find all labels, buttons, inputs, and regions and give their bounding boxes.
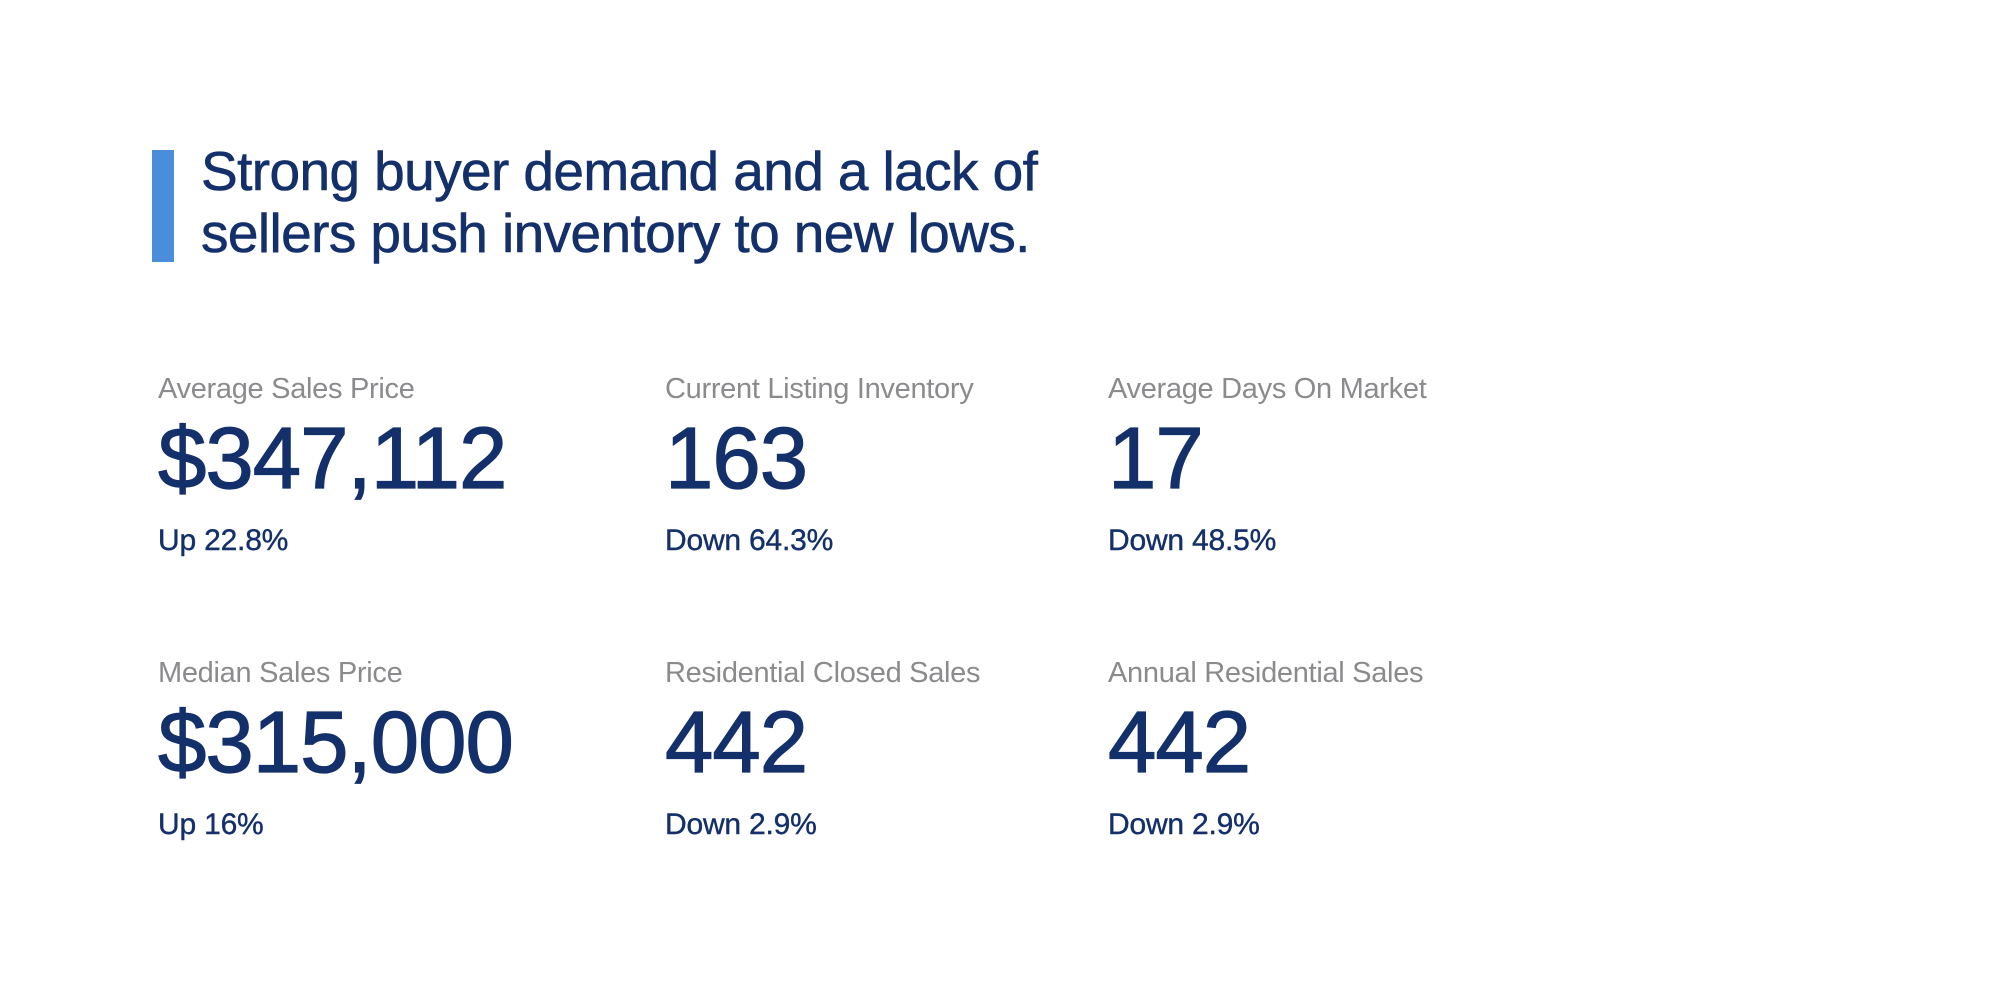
stat-label: Residential Closed Sales <box>665 657 981 689</box>
stat-change: Down 48.5% <box>1108 524 1277 557</box>
stat-change: Down 2.9% <box>1108 808 1260 841</box>
stat-label: Average Sales Price <box>158 373 415 405</box>
stat-card-annual-residential-sales: Annual Residential Sales 442 Down 2.9% <box>1107 657 1808 842</box>
headline-line-1: Strong buyer demand and a lack of <box>201 140 1039 203</box>
stat-card-average-days-on-market: Average Days On Market 17 Down 48.5% <box>1107 373 1808 558</box>
stat-value: 442 <box>1107 694 1251 791</box>
stat-card-median-sales-price: Median Sales Price $315,000 Up 16% <box>157 657 665 842</box>
stat-change: Up 16% <box>158 808 264 841</box>
stat-change: Down 2.9% <box>665 808 817 841</box>
stat-card-residential-closed-sales: Residential Closed Sales 442 Down 2.9% <box>664 657 1108 842</box>
headline-line-2: sellers push inventory to new lows. <box>201 202 1031 265</box>
stat-card-current-listing-inventory: Current Listing Inventory 163 Down 64.3% <box>664 373 1108 558</box>
accent-bar <box>152 150 174 262</box>
stat-value: 17 <box>1107 410 1204 507</box>
stat-change: Up 22.8% <box>158 524 289 557</box>
stat-value: $347,112 <box>157 410 508 507</box>
headline-block: Strong buyer demand and a lack of seller… <box>152 140 1039 265</box>
stat-label: Average Days On Market <box>1108 373 1427 405</box>
stat-card-average-sales-price: Average Sales Price $347,112 Up 22.8% <box>157 373 665 558</box>
stat-label: Median Sales Price <box>158 657 403 689</box>
stat-label: Annual Residential Sales <box>1108 657 1424 689</box>
stat-value: 442 <box>664 694 808 791</box>
stat-label: Current Listing Inventory <box>665 373 974 405</box>
stats-grid: Average Sales Price $347,112 Up 22.8% Cu… <box>157 373 1808 842</box>
stat-change: Down 64.3% <box>665 524 834 557</box>
headline-text: Strong buyer demand and a lack of seller… <box>201 140 1039 265</box>
stat-value: 163 <box>664 410 808 507</box>
stat-value: $315,000 <box>157 694 514 791</box>
